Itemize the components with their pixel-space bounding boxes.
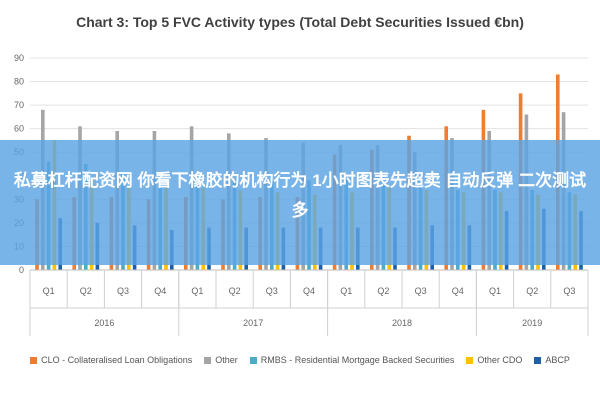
x-tick-label: Q3	[117, 286, 129, 296]
legend-label: CLO - Collateralised Loan Obligations	[41, 355, 193, 365]
legend-label: ABCP	[545, 355, 570, 365]
x-tick-label: Q1	[191, 286, 203, 296]
group-label: 2016	[94, 318, 114, 328]
y-tick-label: 90	[14, 53, 24, 63]
x-tick-label: Q3	[563, 286, 575, 296]
legend-swatch	[466, 356, 474, 364]
y-tick-label: 60	[14, 124, 24, 134]
x-tick-label: Q2	[229, 286, 241, 296]
legend-swatch	[534, 356, 542, 364]
group-label: 2019	[522, 318, 542, 328]
x-tick-label: Q2	[80, 286, 92, 296]
x-tick-label: Q4	[303, 286, 315, 296]
y-tick-label: 70	[14, 100, 24, 110]
group-label: 2018	[392, 318, 412, 328]
legend-item: RMBS - Residential Mortgage Backed Secur…	[249, 355, 455, 365]
legend-label: Other CDO	[477, 355, 523, 365]
legend-swatch	[30, 356, 38, 364]
x-tick-label: Q1	[43, 286, 55, 296]
legend-label: RMBS - Residential Mortgage Backed Secur…	[260, 355, 455, 365]
group-label: 2017	[243, 318, 263, 328]
x-tick-label: Q4	[154, 286, 166, 296]
x-tick-label: Q3	[415, 286, 427, 296]
legend-item: CLO - Collateralised Loan Obligations	[30, 355, 192, 365]
x-tick-label: Q2	[377, 286, 389, 296]
legend-label: Other	[215, 355, 238, 365]
x-tick-label: Q3	[266, 286, 278, 296]
x-tick-label: Q2	[526, 286, 538, 296]
x-tick-label: Q1	[489, 286, 501, 296]
legend-swatch	[204, 356, 212, 364]
legend-swatch	[249, 356, 257, 364]
y-tick-label: 80	[14, 77, 24, 87]
overlay-banner: 私募杠杆配资网 你看下橡胶的机构行为 1小时图表先超卖 自动反弹 二次测试 多	[0, 140, 600, 265]
y-tick-label: 0	[19, 265, 24, 275]
overlay-text: 私募杠杆配资网 你看下橡胶的机构行为 1小时图表先超卖 自动反弹 二次测试 多	[13, 171, 587, 220]
chart-title: Chart 3: Top 5 FVC Activity types (Total…	[76, 14, 524, 30]
x-tick-label: Q4	[452, 286, 464, 296]
legend-item: Other	[204, 355, 238, 365]
legend-item: ABCP	[534, 355, 570, 365]
legend-item: Other CDO	[466, 355, 522, 365]
x-tick-label: Q1	[340, 286, 352, 296]
legend: CLO - Collateralised Loan Obligations Oth…	[0, 350, 600, 370]
